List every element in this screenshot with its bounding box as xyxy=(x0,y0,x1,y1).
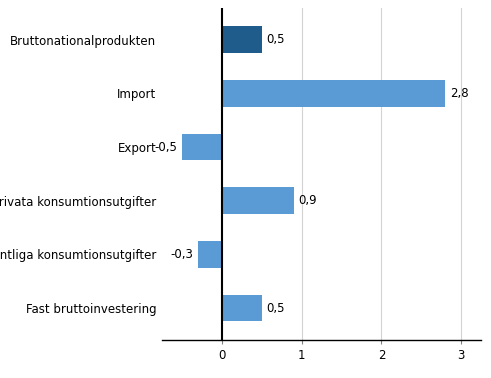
Bar xyxy=(198,241,222,268)
Text: 0,5: 0,5 xyxy=(267,33,285,46)
Text: -0,3: -0,3 xyxy=(170,248,193,261)
Bar xyxy=(182,134,222,161)
Text: 0,9: 0,9 xyxy=(299,194,317,207)
Text: 2,8: 2,8 xyxy=(450,87,469,100)
Text: -0,5: -0,5 xyxy=(154,141,177,153)
Bar xyxy=(222,80,445,107)
Text: 0,5: 0,5 xyxy=(267,302,285,314)
Bar xyxy=(222,26,262,53)
Bar xyxy=(222,187,294,214)
Bar xyxy=(222,294,262,321)
